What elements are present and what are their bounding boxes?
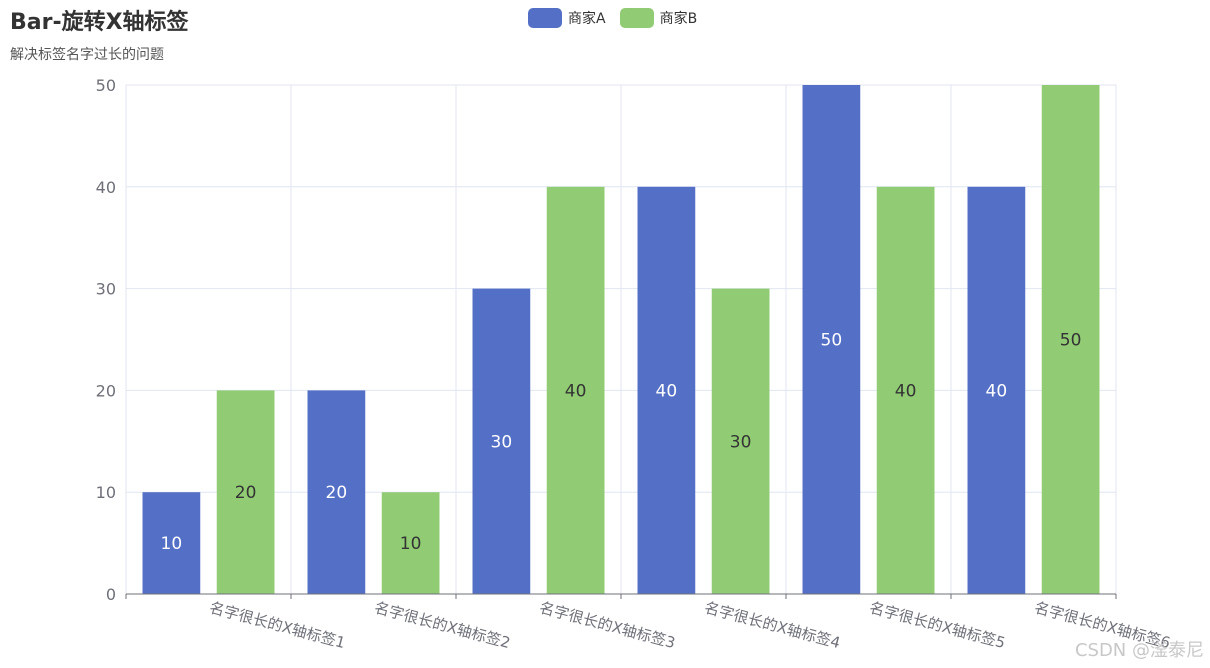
x-tick-label: 名字很长的X轴标签3 [537,598,677,652]
legend-item-a[interactable]: 商家A [528,8,606,28]
bar-b [1041,85,1100,594]
y-tick-label: 40 [96,178,116,197]
bar-value-label: 20 [326,483,348,503]
bar-a [472,288,531,594]
y-tick-label: 20 [96,381,116,400]
legend-swatch-a [528,8,562,28]
chart-title: Bar-旋转X轴标签 [10,10,189,35]
bar-value-label: 50 [1060,331,1082,351]
bar-value-label: 10 [400,534,422,554]
bar-b [546,186,605,595]
chart-subtitle: 解决标签名字过长的问题 [10,47,164,63]
legend-label-b: 商家B [659,11,698,27]
legend: 商家A 商家B [528,8,697,28]
bar-value-label: 40 [986,381,1008,401]
x-tick-label: 名字很长的X轴标签5 [867,598,1007,652]
watermark: CSDN @滏泰尼 [1074,640,1204,661]
legend-label-a: 商家A [568,11,606,27]
bar-b [381,492,440,594]
bar-value-label: 20 [235,483,257,503]
bar-b [216,390,275,594]
bar-a [802,85,861,594]
bar-a [307,390,366,594]
x-tick-label: 名字很长的X轴标签4 [702,598,842,652]
bar-value-label: 40 [656,381,678,401]
y-tick-label: 0 [106,585,116,604]
bar-value-label: 10 [161,534,183,554]
y-tick-label: 50 [96,76,116,95]
bar-value-label: 50 [821,331,843,351]
legend-swatch-b [619,8,654,28]
y-tick-label: 30 [96,280,116,299]
bar-value-label: 30 [491,432,513,452]
bar-value-label: 40 [895,381,917,401]
y-tick-label: 10 [96,483,116,502]
bar-value-label: 40 [565,381,587,401]
bar-value-label: 30 [730,432,752,452]
bar-b [876,186,935,595]
bar-a [142,492,201,594]
x-tick-label: 名字很长的X轴标签2 [372,598,512,652]
bar-b [711,288,770,594]
bar-a [637,186,696,595]
x-tick-label: 名字很长的X轴标签1 [207,598,347,652]
bar-a [967,186,1026,595]
legend-item-b[interactable]: 商家B [619,8,698,28]
